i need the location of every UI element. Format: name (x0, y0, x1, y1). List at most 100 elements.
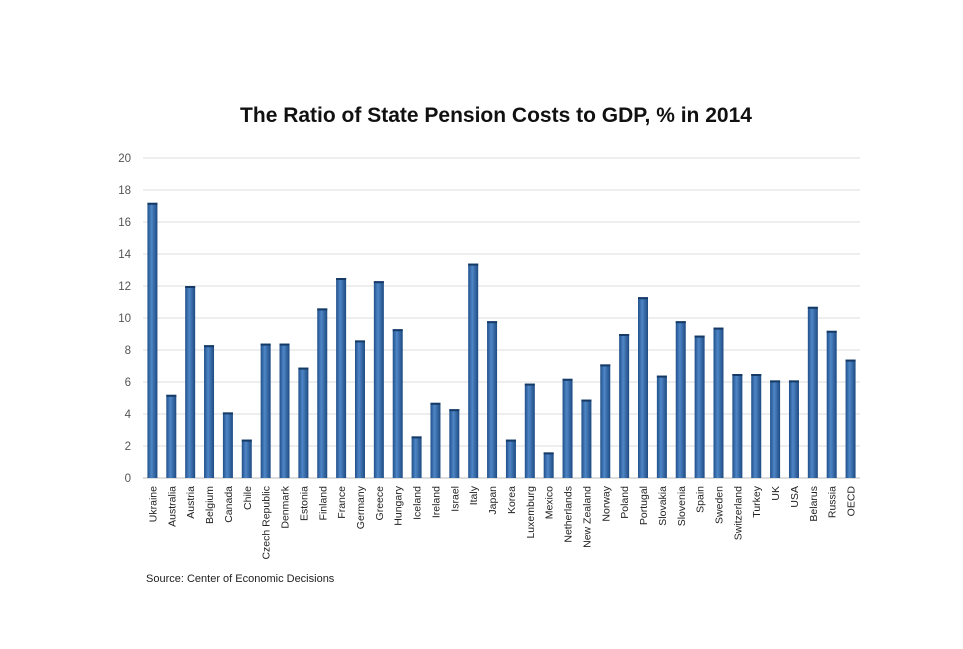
bar (638, 297, 649, 478)
x-tick-label: France (336, 486, 348, 519)
bar (430, 402, 441, 478)
bar (505, 439, 516, 478)
bar (694, 335, 705, 478)
bar-cap (430, 402, 441, 405)
x-tick-label: UK (770, 486, 782, 501)
bar-cap (543, 452, 554, 455)
bar-cap (619, 334, 630, 336)
bar (807, 306, 818, 478)
bar (222, 412, 233, 478)
x-tick-label: Switzerland (732, 486, 744, 540)
x-tick-label: Iceland (412, 486, 424, 520)
bar-cap (336, 278, 347, 280)
bar (656, 375, 667, 478)
bar (147, 202, 158, 479)
bar-cap (468, 263, 479, 266)
bar-cap (807, 306, 818, 309)
y-tick-label: 8 (125, 345, 131, 357)
x-tick-label: USA (789, 486, 801, 508)
x-tick-label: Portugal (638, 486, 650, 525)
x-tick-label: Spain (695, 486, 707, 513)
x-tick-label: Chile (242, 486, 254, 510)
x-tick-label: Russia (827, 486, 839, 518)
x-tick-label: Australia (166, 486, 178, 527)
y-tick-label: 18 (118, 185, 131, 197)
x-tick-label: Norway (600, 485, 612, 521)
bar (619, 334, 630, 478)
bar-cap (751, 374, 762, 376)
bar-cap (788, 380, 799, 383)
bar-cap (279, 343, 290, 346)
bar (845, 359, 856, 478)
bar-cap (826, 330, 837, 333)
bar (204, 345, 215, 478)
source-note: Source: Center of Economic Decisions (146, 573, 335, 585)
bar (336, 278, 347, 478)
x-tick-label: Canada (223, 486, 235, 523)
bar-cap (317, 308, 328, 311)
bar-cap (260, 343, 271, 346)
bar (241, 439, 252, 478)
y-axis-ticks: 0 2 4 6 8 10 12 14 16 18 20 (118, 153, 131, 485)
x-tick-label: New Zealand (581, 486, 593, 548)
x-tick-label: Estonia (298, 486, 310, 521)
x-tick-label: Poland (619, 486, 631, 519)
x-tick-label: Luxemburg (525, 486, 537, 539)
bar-cap (411, 436, 422, 439)
bar (543, 452, 554, 478)
x-tick-label: Austria (185, 486, 197, 519)
bar-cap (147, 202, 158, 205)
x-tick-label: Czech Republic (261, 486, 273, 560)
x-tick-label: Germany (355, 485, 367, 529)
chart-title: The Ratio of State Pension Costs to GDP,… (240, 104, 752, 127)
bar-cap (449, 409, 460, 412)
bar (562, 378, 573, 478)
bar (279, 343, 290, 478)
bar-cap (354, 340, 365, 343)
x-tick-label: Finland (317, 486, 329, 521)
y-tick-label: 14 (118, 249, 131, 261)
y-tick-label: 12 (118, 281, 131, 293)
bar-cap (222, 412, 233, 415)
bar-cap (392, 329, 403, 332)
x-tick-label: Slovenia (676, 486, 688, 526)
x-tick-label: Denmark (280, 485, 292, 528)
x-tick-label: Ukraine (147, 486, 159, 522)
bar (468, 263, 479, 478)
bar (185, 286, 196, 478)
x-tick-label: Slovakia (657, 486, 669, 526)
y-tick-label: 0 (125, 473, 131, 485)
bar-cap (600, 364, 611, 367)
x-tick-label: Greece (374, 486, 386, 521)
bar-cap (524, 383, 535, 386)
bar (411, 436, 422, 478)
bar (788, 380, 799, 478)
bars (147, 202, 856, 479)
x-tick-label: Belarus (808, 486, 820, 522)
bar-cap (656, 375, 667, 378)
bar-cap (505, 439, 516, 442)
bar (732, 374, 743, 478)
x-tick-label: Italy (468, 485, 480, 505)
bar-cap (638, 297, 649, 300)
bar (373, 281, 384, 478)
x-tick-label: Korea (506, 486, 518, 514)
bar (581, 399, 592, 478)
bar (392, 329, 403, 478)
bar (751, 374, 762, 478)
x-tick-label: OECD (846, 486, 858, 517)
bar (317, 308, 328, 478)
bar-cap (732, 374, 743, 376)
bar (524, 383, 535, 478)
x-tick-label: Israel (449, 486, 461, 512)
bar (166, 394, 177, 478)
bar-cap (713, 327, 724, 330)
x-tick-label: Sweden (713, 486, 725, 524)
y-tick-label: 20 (118, 153, 131, 165)
x-axis-ticks: Ukraine Australia Austria Belgium Canada Chil… (147, 485, 857, 559)
bar-cap (185, 286, 196, 288)
y-tick-label: 6 (125, 377, 131, 389)
bar-cap (845, 359, 856, 362)
y-tick-label: 16 (118, 217, 131, 229)
